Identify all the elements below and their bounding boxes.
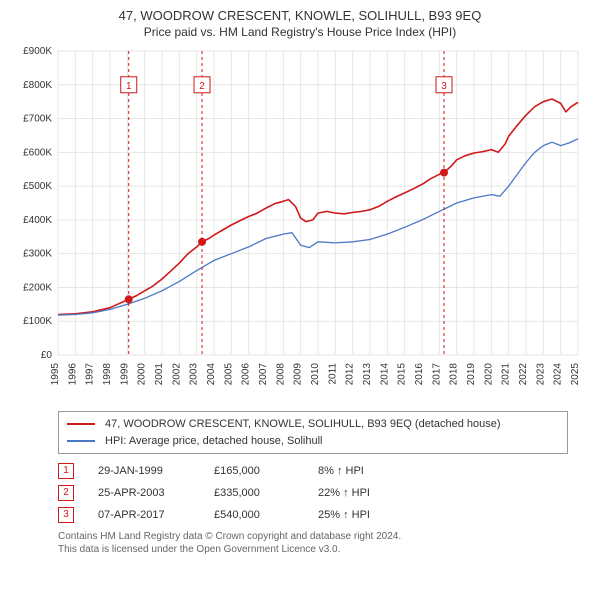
svg-text:£0: £0 [41,350,53,361]
svg-text:2001: 2001 [154,363,165,386]
svg-text:2009: 2009 [293,363,304,386]
svg-text:£800K: £800K [23,80,52,91]
svg-text:2012: 2012 [345,363,356,386]
svg-text:2007: 2007 [258,363,269,386]
svg-text:£700K: £700K [23,114,52,125]
chart-title: 47, WOODROW CRESCENT, KNOWLE, SOLIHULL, … [10,8,590,23]
svg-text:£300K: £300K [23,249,52,260]
svg-text:2013: 2013 [362,363,373,386]
attribution-line-2: This data is licensed under the Open Gov… [58,543,586,556]
svg-text:2019: 2019 [466,363,477,386]
svg-text:2016: 2016 [414,363,425,386]
svg-text:2014: 2014 [379,363,390,386]
attribution-line-1: Contains HM Land Registry data © Crown c… [58,530,586,543]
svg-text:2023: 2023 [535,363,546,386]
svg-text:3: 3 [441,81,447,92]
svg-text:2003: 2003 [189,363,200,386]
svg-text:2024: 2024 [553,363,564,386]
svg-text:£600K: £600K [23,147,52,158]
sale-marker-3: 3 [58,507,74,523]
svg-text:2011: 2011 [327,363,338,385]
legend-label-property: 47, WOODROW CRESCENT, KNOWLE, SOLIHULL, … [105,416,501,433]
sale-row-2: 2 25-APR-2003 £335,000 22% ↑ HPI [58,482,568,504]
svg-text:2002: 2002 [171,363,182,386]
svg-text:2010: 2010 [310,363,321,386]
svg-text:2004: 2004 [206,363,217,386]
sale-row-3: 3 07-APR-2017 £540,000 25% ↑ HPI [58,504,568,526]
sale-price-1: £165,000 [214,460,294,482]
svg-text:1999: 1999 [119,363,130,386]
svg-text:£200K: £200K [23,282,52,293]
svg-text:1: 1 [126,81,132,92]
svg-text:1997: 1997 [85,363,96,386]
sale-marker-2: 2 [58,485,74,501]
sale-date-2: 25-APR-2003 [98,482,190,504]
svg-text:2015: 2015 [397,363,408,386]
legend-swatch-hpi [67,440,95,442]
svg-text:2000: 2000 [137,363,148,386]
svg-text:2020: 2020 [483,363,494,386]
attribution: Contains HM Land Registry data © Crown c… [58,530,586,556]
svg-text:2017: 2017 [431,363,442,386]
sale-date-3: 07-APR-2017 [98,504,190,526]
svg-text:2018: 2018 [449,363,460,386]
sales-table: 1 29-JAN-1999 £165,000 8% ↑ HPI 2 25-APR… [58,460,568,526]
svg-text:£100K: £100K [23,316,52,327]
svg-text:2006: 2006 [241,363,252,386]
chart-subtitle: Price paid vs. HM Land Registry's House … [10,25,590,39]
sale-marker-1: 1 [58,463,74,479]
svg-text:£400K: £400K [23,215,52,226]
svg-text:1998: 1998 [102,363,113,386]
svg-text:1995: 1995 [50,363,61,386]
sale-price-3: £540,000 [214,504,294,526]
legend: 47, WOODROW CRESCENT, KNOWLE, SOLIHULL, … [58,411,568,454]
svg-text:2025: 2025 [570,363,581,386]
svg-text:1996: 1996 [67,363,78,386]
legend-label-hpi: HPI: Average price, detached house, Soli… [105,433,323,450]
svg-text:£500K: £500K [23,181,52,192]
svg-text:£900K: £900K [23,46,52,57]
price-chart: £0 £100K £200K £300K £400K £500K £600K £700K £80… [10,45,590,405]
sale-pct-3: 25% ↑ HPI [318,504,408,526]
svg-text:2005: 2005 [223,363,234,386]
sale-price-2: £335,000 [214,482,294,504]
svg-text:2021: 2021 [501,363,512,386]
svg-text:2022: 2022 [518,363,529,386]
legend-row-property: 47, WOODROW CRESCENT, KNOWLE, SOLIHULL, … [67,416,559,433]
sale-row-1: 1 29-JAN-1999 £165,000 8% ↑ HPI [58,460,568,482]
sale-pct-2: 22% ↑ HPI [318,482,408,504]
sale-date-1: 29-JAN-1999 [98,460,190,482]
svg-text:2008: 2008 [275,363,286,386]
legend-swatch-property [67,423,95,425]
legend-row-hpi: HPI: Average price, detached house, Soli… [67,433,559,450]
svg-text:2: 2 [199,81,205,92]
sale-pct-1: 8% ↑ HPI [318,460,408,482]
